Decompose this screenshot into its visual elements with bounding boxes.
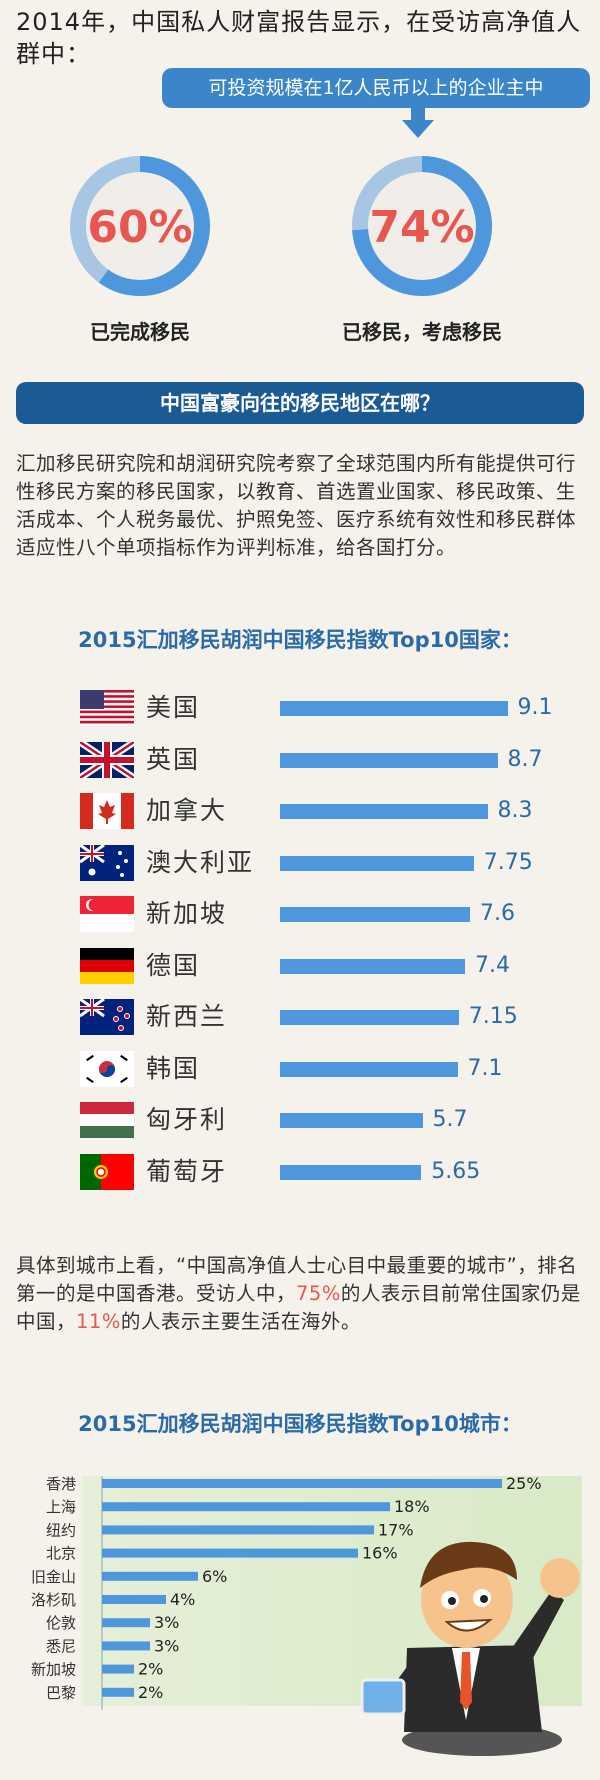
stat-ring-1: 60% [70,156,210,296]
country-bar [280,907,470,922]
intro-paragraph: 汇加移民研究院和胡润研究院考察了全球范围内所有能提供可行性移民方案的移民国家，以… [16,452,577,559]
paragraph-text: 的人表示目前常住国家仍是中国， [16,1282,581,1333]
city-label: 旧金山 [31,1568,76,1586]
highlight-11: 11% [76,1310,121,1333]
city-label: 上海 [46,1498,76,1516]
city-value-label: 2% [138,1683,163,1702]
countries-heading: 2015汇加移民胡润中国移民指数Top10国家： [78,628,522,652]
city-value-label: 18% [394,1497,430,1516]
country-value-label: 7.75 [483,849,533,875]
city-bar [102,1548,358,1558]
country-label: 英国 [146,744,201,774]
city-value-label: 6% [202,1567,227,1586]
germany-flag-icon [80,947,134,984]
country-bar-chart: 美国 9.1 英国 8.7 加拿大 8.3 澳大利亚 7.75 新加坡 7.6 德国 7.4 新西兰 7.… [0,690,600,1210]
usa-flag-icon [80,690,134,726]
city-value-label: 25% [506,1474,542,1493]
cities-heading: 2015汇加移民胡润中国移民指数Top10城市： [78,1412,522,1436]
country-bar [280,1061,458,1077]
country-value-label: 8.7 [507,746,543,772]
intro-text: 2014年，中国私人财富报告显示，在受访高净值人群中： [16,8,582,68]
australia-flag-icon [79,843,134,881]
stat-value: 60% [87,202,192,253]
country-label: 美国 [146,693,201,722]
country-label: 新西兰 [146,1002,228,1031]
city-label: 洛杉矶 [31,1591,76,1609]
city-bar [102,1479,502,1488]
country-label: 葡萄牙 [146,1156,228,1186]
paragraph-text: 具体到城市上看，“中国高净值人士心目中最重要的城市”，排名第一的是中国香港。受访… [16,1254,578,1305]
stat-label: 已完成移民 [90,320,190,344]
city-bar [102,1525,374,1535]
callout-box: 可投资规模在1亿人民币以上的企业主中 [162,68,590,108]
city-bar-chart: 香港 25% 上海 18% 纽约 17% 北京 16% 旧金山 6% 洛杉矶 4% 伦敦 3% 悉尼 3% 新加… [31,1474,582,1756]
country-label: 韩国 [146,1053,201,1083]
stat-ring-arc [70,156,210,296]
hungary-flag-icon [80,1102,134,1138]
country-value-label: 7.15 [468,1004,518,1029]
businessman-illustration [360,1541,580,1756]
portugal-flag-icon [80,1153,134,1190]
country-label: 加拿大 [146,796,228,825]
country-label: 德国 [146,950,201,980]
country-value-label: 8.3 [497,798,533,823]
korea-flag-icon [80,1050,134,1087]
city-bar [102,1502,390,1512]
city-label: 伦敦 [46,1614,76,1632]
city-value-label: 17% [378,1520,414,1539]
country-value-label: 9.1 [517,695,553,720]
city-label: 新加坡 [31,1661,76,1679]
city-bar [102,1618,150,1628]
city-bar [102,1595,166,1604]
down-arrow-icon [402,108,434,138]
city-value-label: 3% [154,1636,179,1655]
stat-value: 74% [369,202,474,253]
country-label: 新加坡 [146,899,228,928]
city-value-label: 3% [154,1613,179,1632]
city-label: 巴黎 [46,1684,76,1702]
country-label: 匈牙利 [146,1105,228,1134]
stat-ring-2: 74% [352,156,492,296]
city-label: 悉尼 [46,1637,76,1655]
country-value-label: 5.7 [432,1107,468,1132]
country-bar [280,1113,423,1128]
city-label: 北京 [46,1545,76,1563]
country-label: 澳大利亚 [146,847,255,877]
new-zealand-flag-icon [79,997,134,1035]
city-bar [102,1571,198,1581]
city-label: 香港 [46,1475,76,1493]
highlight-75: 75% [296,1282,341,1305]
city-bar [102,1687,134,1697]
country-bar [280,855,474,871]
country-value-label: 7.6 [480,901,515,926]
country-value-label: 5.65 [431,1158,481,1184]
country-bar [280,1010,459,1025]
city-bar [102,1641,150,1651]
city-value-label: 2% [138,1660,163,1679]
banner-title: 中国富豪向往的移民地区在哪？ [16,382,584,424]
canada-flag-icon [80,793,134,829]
country-value-label: 7.1 [467,1055,503,1081]
country-bar [280,752,498,768]
country-value-label: 7.4 [475,952,510,978]
city-value-label: 16% [362,1544,398,1563]
country-bar [280,958,465,974]
country-bar [280,1164,422,1180]
city-value-label: 4% [170,1590,195,1609]
uk-flag-icon [78,738,136,781]
city-paragraph: 具体到城市上看，“中国高净值人士心目中最重要的城市”，排名第一的是中国香港。受访… [16,1252,588,1336]
country-bar [280,701,508,716]
stat-label: 已移民，考虑移民 [342,320,502,344]
stat-ring-arc [352,156,492,296]
paragraph-text: 的人表示主要生活在海外。 [120,1310,361,1333]
city-label: 纽约 [46,1521,76,1539]
city-bar [102,1664,134,1674]
singapore-flag-icon [80,896,134,932]
country-bar [280,804,488,819]
